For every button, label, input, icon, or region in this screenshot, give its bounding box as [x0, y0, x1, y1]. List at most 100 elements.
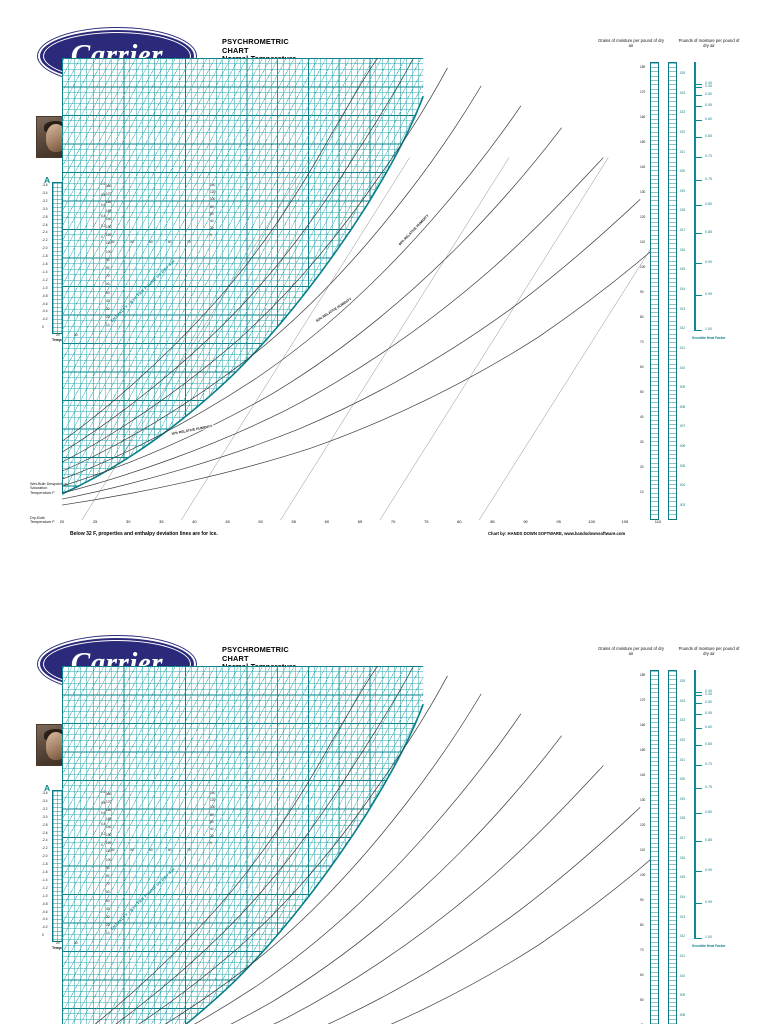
panel-c-ytick-0.8: 0.8: [101, 800, 106, 805]
panel-b-grains-90: 90: [106, 257, 110, 262]
sensible-heat-factor-axis: [694, 670, 696, 938]
saturation-curve-and-mask: [184, 666, 658, 1024]
panel-c-xtick-60: 60: [168, 848, 172, 852]
panel-a-xtick-20: 20: [56, 941, 60, 945]
panel-b-grains-180: 180: [106, 792, 112, 796]
dry-bulb-tick-85: 85: [490, 519, 495, 524]
dry-bulb-tick-90: 90: [523, 519, 528, 524]
dry-bulb-tick-105: 105: [621, 519, 629, 524]
pounds-scale-column: [668, 62, 677, 520]
panel-a-value: -2.0: [42, 854, 48, 859]
grains-tick-150: 150: [640, 748, 646, 752]
grains-tick-150: 150: [640, 140, 646, 144]
shf-label-0.85: 0.85: [705, 229, 712, 234]
panel-b-grains-160: 160: [106, 200, 112, 205]
sensible-heat-factor-axis: [694, 62, 696, 330]
grains-tick-50: 50: [640, 998, 644, 1002]
panel-b-grains-40: 40: [106, 906, 110, 911]
panel-a-value: -1.4: [42, 269, 48, 274]
shf-tick-mark: [694, 295, 702, 297]
shf-label-0.45: 0.45: [705, 692, 712, 697]
shf-label-0.85: 0.85: [705, 837, 712, 842]
panel-a-value: -3.4: [42, 798, 48, 803]
panel-a-value: 0: [42, 933, 44, 938]
dry-bulb-tick-50: 50: [258, 519, 263, 524]
panel-b-grains-120: 120: [106, 841, 112, 846]
shf-label-0.70: 0.70: [705, 154, 712, 159]
dry-bulb-tick-40: 40: [192, 519, 197, 524]
grains-tick-120: 120: [640, 215, 646, 219]
shf-tick-mark: [694, 137, 702, 138]
panel-a-value: -1.2: [42, 885, 48, 890]
shf-tick-mark: [694, 727, 702, 729]
panel-b-grains-50: 50: [106, 290, 110, 295]
panel-c-right-tick-20: 20: [210, 834, 214, 839]
shf-tick-mark: [694, 840, 702, 842]
pounds-tick-0.015: .015: [679, 267, 686, 272]
saturation-curve-and-mask: [62, 58, 658, 520]
shf-label-0.75: 0.75: [705, 176, 712, 181]
panel-b-grains-110: 110: [106, 849, 112, 854]
panel-b-grains-10: 10: [106, 931, 110, 936]
panel-a-value: -1.8: [42, 254, 48, 259]
shf-tick-mark: [694, 695, 702, 696]
shf-tick-mark: [694, 157, 702, 158]
pounds-tick-0.008: .008: [679, 404, 686, 409]
shf-label-0.55: 0.55: [705, 710, 712, 715]
shf-label-0.90: 0.90: [705, 259, 712, 264]
grains-tick-110: 110: [640, 240, 646, 244]
panel-c-ytick-0: 0: [101, 842, 103, 847]
pounds-tick-0.004: .004: [679, 483, 686, 488]
panel-b-grains-70: 70: [106, 274, 110, 279]
grains-scale-header: Grains of moisture per pound of dry air: [598, 646, 664, 656]
grains-tick-20: 20: [640, 465, 644, 469]
dry-bulb-axis-label: Dry-Bulb Temperature F: [30, 516, 55, 525]
pounds-tick-0.022: .022: [679, 737, 686, 742]
pounds-tick-0.007: .007: [679, 424, 686, 429]
grains-tick-110: 110: [640, 848, 646, 852]
dry-bulb-tick-30: 30: [125, 519, 131, 524]
pounds-tick-0.023: .023: [679, 110, 686, 115]
shf-label-0.70: 0.70: [705, 762, 712, 767]
panel-a-value: -2.8: [42, 214, 48, 219]
panel-a-value: -0.4: [42, 917, 48, 922]
panel-a-value: -1.6: [42, 870, 48, 874]
grains-tick-40: 40: [640, 415, 644, 419]
panel-b-grains-140: 140: [106, 216, 112, 221]
grains-tick-180: 180: [640, 65, 646, 69]
panel-a-value: -1.8: [42, 862, 48, 867]
panel-a-value: -2.0: [42, 246, 48, 251]
shf-label-0.80: 0.80: [705, 809, 712, 814]
panel-c-ytick-0.4: 0.4: [101, 213, 106, 218]
pounds-tick-0.021: .021: [679, 149, 686, 154]
shf-label-0.50: 0.50: [705, 91, 712, 96]
panel-c-right-tick-0: 0: [210, 233, 212, 238]
pounds-tick-0.022: .022: [679, 129, 686, 134]
panel-c-ytick-0.2: 0.2: [101, 832, 106, 836]
grains-tick-50: 50: [640, 390, 644, 394]
dry-bulb-tick-75: 75: [423, 519, 429, 524]
dry-bulb-tick-80: 80: [457, 519, 462, 524]
panel-b-grains-20: 20: [106, 315, 110, 320]
grains-tick-30: 30: [640, 440, 644, 444]
pounds-tick-0.01: .010: [679, 365, 686, 370]
panel-b-grains-30: 30: [106, 307, 110, 311]
shf-tick-mark: [694, 713, 702, 715]
panel-c-right-tick-40: 40: [210, 827, 214, 831]
panel-a-value: -1.6: [42, 262, 48, 266]
shf-tick-mark: [694, 870, 702, 872]
psychrometric-chart-body: 10% RELATIVE HUMIDITY 50% RELATIVE HUMID…: [62, 58, 658, 520]
grains-tick-10: 10: [640, 490, 644, 494]
grains-tick-120: 120: [640, 823, 646, 827]
grains-scale-column: [650, 62, 659, 520]
ice-properties-note: Below 32 F, properties and enthalpy devi…: [70, 531, 218, 537]
grains-tick-170: 170: [640, 90, 646, 94]
panel-a-value: -2.4: [42, 230, 48, 235]
panel-a-value: -2.2: [42, 238, 48, 243]
shf-axis-label: Sensible Heat Factor: [692, 944, 726, 948]
panel-a-value: -3.6: [42, 183, 48, 187]
panel-a-value: -3.2: [42, 198, 48, 203]
panel-c-xtick-70: 70: [187, 848, 191, 852]
panel-a-value: -1.4: [42, 877, 48, 882]
